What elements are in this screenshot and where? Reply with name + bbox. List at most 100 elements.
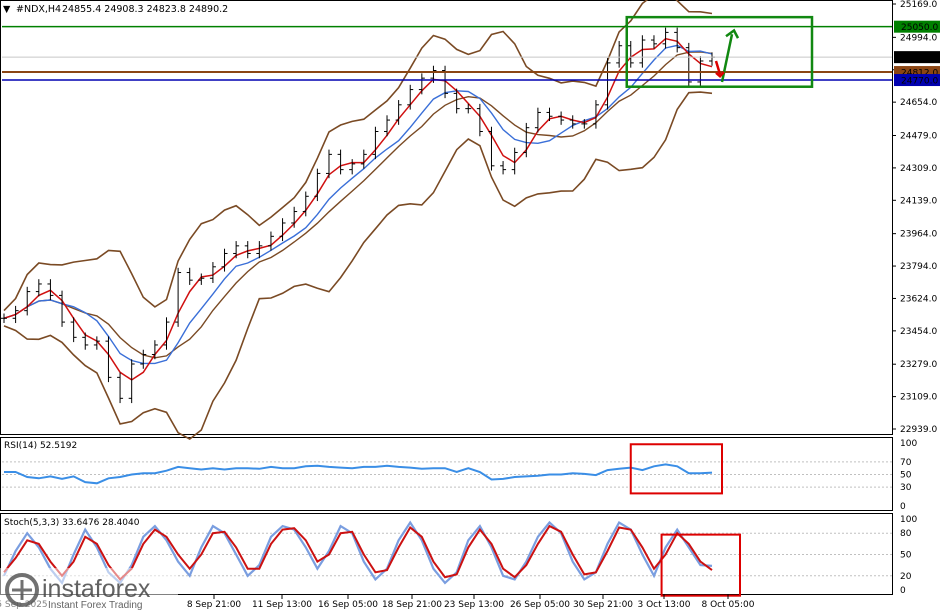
price-bar [24,286,31,316]
stoch-y-tick-label: 100 [900,515,917,525]
price-bar [662,27,669,49]
price-bar [267,231,274,251]
highlight-box [625,15,814,88]
price-bar [674,27,681,53]
price-bar [117,372,124,404]
stochastic-layer [2,520,892,597]
price-bar [198,273,205,285]
price-bar [569,115,576,129]
instaforex-logo: instaforex Instant Forex Trading [0,568,178,613]
rsi-y-tick-label: 0 [900,502,906,512]
symbol-label: #NDX,H4 [16,4,61,15]
price-bar [546,107,553,122]
stoch-highlight-box [660,533,742,597]
price-bar [151,340,158,360]
price-bar [476,103,483,137]
price-y-tick-label: 22939.0 [900,425,937,435]
rsi-line [4,463,713,485]
price-bar [558,111,565,125]
watermark-tagline: Instant Forex Trading [48,600,143,611]
price-bar [325,149,332,179]
price-y-tick-label: 23794.0 [900,262,937,272]
price-y-tick-label: 23964.0 [900,230,937,240]
price-y-tick-label: 24479.0 [900,132,937,142]
time-tick-label: 11 Sep 13:00 [252,600,312,610]
level-price-label: 24770.0 [901,77,938,87]
price-bar [523,122,530,158]
price-bar [639,35,646,68]
price-bar [534,107,541,133]
price-bar [337,149,344,175]
rsi-y-tick-label: 30 [900,483,912,493]
price-panel[interactable] [0,0,893,435]
price-bar [93,336,100,350]
price-bar [592,100,599,129]
stoch-title: Stoch(5,3,3) 33.6476 28.4040 [4,518,140,528]
price-bar [349,159,356,175]
price-bar [488,126,495,171]
price-bar [500,161,507,175]
price-bar [70,317,77,343]
level-price-label: 24890.2 [901,54,938,64]
price-y-tick-label: 24139.0 [900,196,937,206]
price-y-tick-label: 23279.0 [900,360,937,370]
bollinger-lower-band [3,91,713,441]
price-y-tick-label: 24654.0 [900,98,937,108]
price-bar [82,332,89,350]
price-bar [291,206,298,228]
time-tick-label: 16 Sep 05:00 [318,600,378,610]
stoch-y-tick-label: 20 [900,572,912,582]
price-bar [360,149,367,169]
time-tick-label: 18 Sep 21:00 [382,600,442,610]
collapse-arrow-icon[interactable]: ▼ [3,4,11,15]
price-bar [47,279,54,301]
rsi-title: RSI(14) 52.5192 [4,441,77,451]
bearish-arrow [714,60,722,75]
time-tick-label: 30 Sep 21:00 [573,600,633,610]
rsi-highlight-box [629,443,723,495]
price-bar [256,241,263,259]
price-bar [384,115,391,137]
price-y-tick-label: 25169.0 [900,0,937,10]
price-bar [314,168,321,202]
price-bar [302,191,309,217]
price-bar [209,262,216,284]
moving-average-fast [3,37,713,381]
price-bar [604,58,611,110]
price-bar [395,100,402,125]
price-bar [244,241,251,259]
rsi-y-tick-label: 70 [900,458,912,468]
price-bar [407,84,414,110]
price-bar [105,336,112,383]
bullish-arrow-head [725,28,740,39]
stoch-y-tick-label: 50 [900,551,912,561]
time-tick-label: 26 Sep 05:00 [510,600,570,610]
price-y-tick-label: 23109.0 [900,393,937,403]
price-bar [650,35,657,49]
stoch-y-tick-label: 0 [900,586,906,596]
price-bar [233,241,240,259]
price-bar [59,290,66,327]
time-tick-label: 8 Sep 21:00 [187,600,242,610]
price-bar [465,103,472,114]
level-price-label: 24812.0 [901,69,938,79]
ohlc-values: 24855.4 24908.3 24823.8 24890.2 [62,4,228,15]
time-tick-label: 23 Sep 13:00 [444,600,504,610]
price-bar [186,267,193,285]
level-price-label: 25050.0 [901,23,938,33]
price-bar [581,119,588,129]
price-y-tick-label: 24309.0 [900,164,937,174]
price-y-tick-label: 24994.0 [900,33,937,43]
price-bar [128,359,135,404]
time-tick-label: 8 Oct 05:00 [702,600,755,610]
price-y-tick-label: 23454.0 [900,327,937,337]
level-price-tag [894,51,940,64]
price-bar [453,88,460,114]
level-price-tag [894,20,940,33]
price-bar [221,248,228,272]
price-bar [616,40,623,68]
stoch-y-tick-label: 80 [900,529,912,539]
price-bar [627,40,634,68]
